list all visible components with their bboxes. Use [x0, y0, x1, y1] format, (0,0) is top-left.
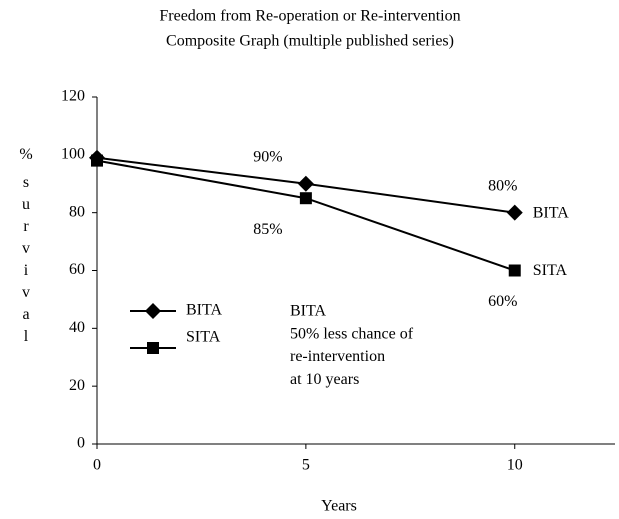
legend-label: BITA: [186, 302, 222, 319]
square-marker: [299, 192, 312, 205]
x-tick-label: 5: [302, 457, 310, 474]
square-marker: [508, 264, 521, 277]
data-label: 90%: [253, 148, 282, 165]
x-tick-label: 0: [93, 457, 101, 474]
data-label: 85%: [253, 221, 282, 238]
x-axis-label: Years: [321, 498, 357, 515]
y-tick-label: 40: [69, 319, 85, 336]
data-label: 60%: [488, 293, 517, 310]
square-marker: [147, 342, 159, 354]
chart-title: Freedom from Re-operation or Re-interven…: [159, 8, 460, 25]
series-end-label: BITA: [533, 204, 569, 221]
diamond-marker: [297, 175, 314, 192]
y-tick-label: 120: [61, 88, 85, 105]
y-tick-label: 60: [69, 261, 85, 278]
y-tick-label: 0: [77, 435, 85, 452]
diamond-marker: [145, 303, 161, 319]
annotation: at 10 years: [290, 371, 359, 388]
y-axis-label: % s u r v i v a l: [19, 146, 32, 345]
legend-label: SITA: [186, 329, 221, 346]
series-end-label: SITA: [533, 262, 568, 279]
annotation: re-intervention: [290, 348, 385, 365]
data-label: 80%: [488, 177, 517, 194]
y-tick-label: 80: [69, 203, 85, 220]
y-tick-label: 100: [61, 146, 85, 163]
diamond-marker: [506, 204, 523, 221]
chart-title: Composite Graph (multiple published seri…: [166, 33, 454, 50]
y-tick-label: 20: [69, 377, 85, 394]
annotation: BITA: [290, 303, 326, 320]
x-tick-label: 10: [507, 457, 523, 474]
annotation: 50% less chance of: [290, 325, 414, 342]
square-marker: [91, 154, 103, 167]
